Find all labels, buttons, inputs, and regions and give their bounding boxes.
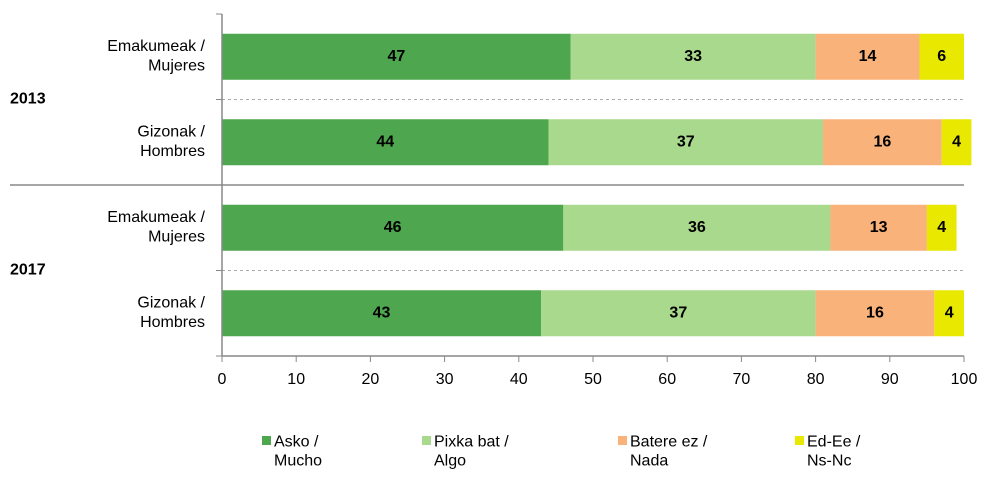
x-tick-label: 0 (218, 371, 227, 388)
x-tick-label: 20 (362, 371, 380, 388)
group-label: 2017 (10, 262, 46, 279)
x-tick-label: 90 (881, 371, 899, 388)
data-label: 37 (677, 133, 695, 150)
bar (541, 290, 816, 337)
category-label: Emakumeak / Mujeres (107, 38, 205, 74)
bar (941, 119, 972, 166)
data-label: 14 (859, 48, 877, 65)
data-label: 6 (937, 48, 946, 65)
bar (926, 204, 957, 251)
bar (563, 204, 831, 251)
data-label: 33 (684, 48, 702, 65)
legend-swatch (262, 436, 271, 445)
category-label: Gizonak / Hombres (137, 124, 205, 160)
data-label: 47 (387, 48, 405, 65)
bar (222, 33, 571, 80)
x-tick-label: 50 (584, 371, 602, 388)
data-label: 44 (376, 133, 394, 150)
legend-label: Ed-Ee / Ns-Nc (807, 434, 861, 470)
bar (222, 204, 564, 251)
legend-label: Batere ez / Nada (630, 434, 708, 470)
bar (823, 119, 942, 166)
data-label: 13 (870, 219, 888, 236)
bar (222, 290, 542, 337)
legend-swatch (422, 436, 431, 445)
legend-swatch (618, 436, 627, 445)
category-label: Emakumeak / Mujeres (107, 209, 205, 245)
bar (222, 119, 549, 166)
legend-swatch (795, 436, 804, 445)
category-label: Gizonak / Hombres (137, 295, 205, 331)
bar (830, 204, 927, 251)
x-tick-label: 60 (658, 371, 676, 388)
x-tick-label: 100 (951, 371, 978, 388)
x-tick-label: 70 (733, 371, 751, 388)
data-label: 37 (669, 304, 687, 321)
bar (919, 33, 964, 80)
bar (570, 33, 816, 80)
bar (815, 290, 935, 337)
data-label: 43 (373, 304, 391, 321)
data-label: 46 (384, 219, 402, 236)
data-label: 4 (937, 219, 946, 236)
x-tick-label: 30 (436, 371, 454, 388)
x-tick-label: 40 (510, 371, 528, 388)
x-tick-label: 80 (807, 371, 825, 388)
bar (934, 290, 964, 337)
data-label: 16 (866, 304, 884, 321)
data-label: 4 (952, 133, 961, 150)
data-label: 4 (945, 304, 954, 321)
data-label: 16 (873, 133, 891, 150)
bar (815, 33, 920, 80)
legend-label: Asko / Mucho (274, 434, 322, 470)
legend-label: Pixka bat / Algo (434, 434, 509, 470)
bar (548, 119, 824, 166)
group-label: 2013 (10, 91, 46, 108)
x-tick-label: 10 (287, 371, 305, 388)
data-label: 36 (688, 219, 706, 236)
